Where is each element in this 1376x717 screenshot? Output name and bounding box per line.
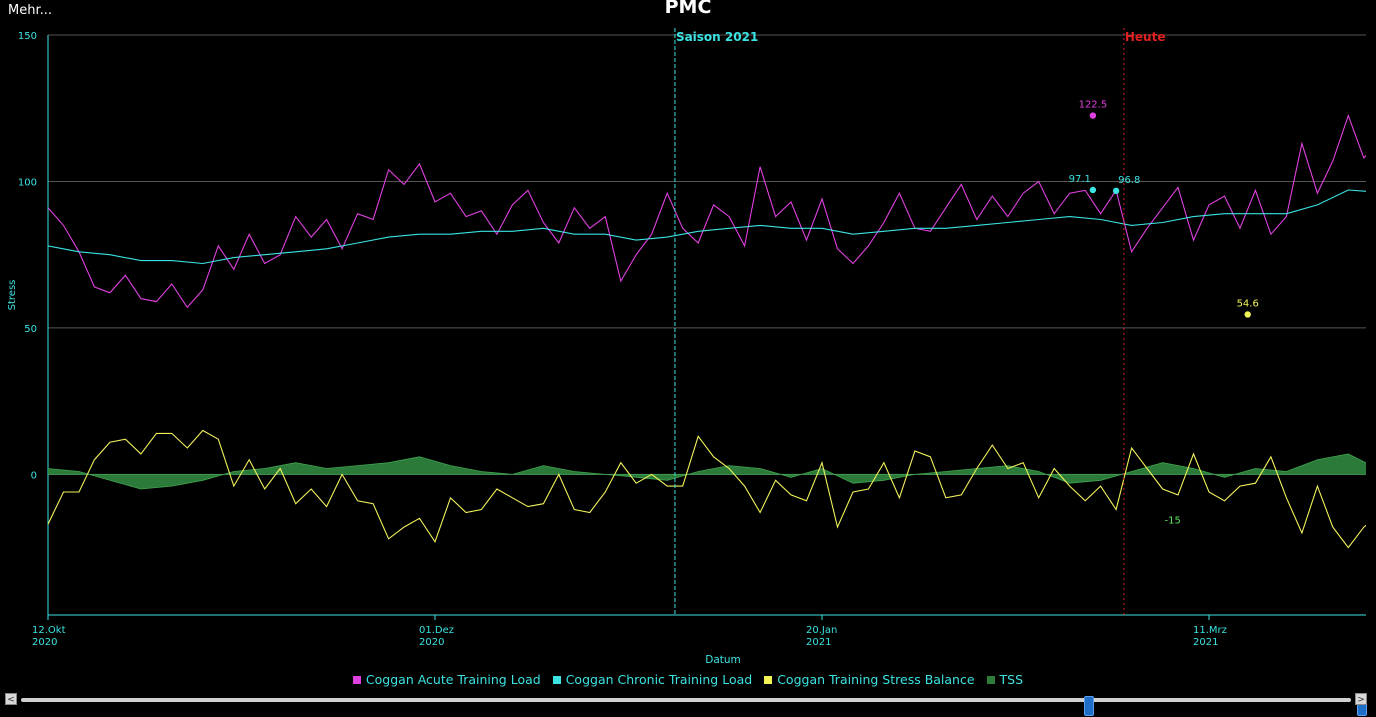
- x-tick-year-label: 2020: [32, 637, 57, 648]
- legend-label: Coggan Training Stress Balance: [777, 672, 975, 687]
- time-range-scrollbar[interactable]: < >: [5, 692, 1367, 716]
- x-tick-label: 20.Jan: [806, 625, 837, 636]
- chart-title: PMC: [664, 0, 712, 18]
- legend-item[interactable]: Coggan Training Stress Balance: [764, 672, 975, 687]
- annotation-label: 122.5: [1079, 100, 1108, 111]
- legend: Coggan Acute Training Load Coggan Chronic…: [0, 672, 1376, 687]
- x-tick-year-label: 2021: [806, 637, 831, 648]
- scroll-right-button[interactable]: >: [1355, 693, 1367, 705]
- legend-item[interactable]: Coggan Acute Training Load: [352, 672, 541, 687]
- legend-label: Coggan Chronic Training Load: [565, 672, 753, 687]
- x-tick-label: 01.Dez: [419, 625, 454, 636]
- more-menu-button[interactable]: Mehr...: [8, 3, 53, 18]
- annotation-label: -15: [1165, 515, 1181, 526]
- legend-swatch: [986, 676, 995, 684]
- scroll-left-button[interactable]: <: [5, 693, 17, 705]
- x-tick-year-label: 2021: [1193, 637, 1218, 648]
- legend-item[interactable]: TSS: [986, 672, 1024, 687]
- x-tick-label: 11.Mrz: [1193, 625, 1227, 636]
- x-tick-year-label: 2020: [419, 637, 444, 648]
- legend-swatch: [352, 676, 361, 684]
- series-line-coggan-acute-training-load: [48, 113, 1366, 309]
- y-tick-label: 150: [18, 31, 37, 42]
- legend-item[interactable]: Coggan Chronic Training Load: [552, 672, 753, 687]
- y-axis-label: Stress: [7, 280, 18, 311]
- range-start-handle[interactable]: [1084, 696, 1094, 716]
- y-tick-label: 0: [31, 470, 37, 481]
- legend-swatch: [552, 676, 561, 684]
- legend-label: TSS: [999, 672, 1024, 687]
- annotation-label: 96.8: [1118, 175, 1140, 186]
- annotation-dot: [1089, 186, 1097, 194]
- annotation-dot: [1244, 311, 1251, 318]
- scroll-track[interactable]: [21, 696, 1367, 716]
- annotation-dot: [1089, 112, 1097, 119]
- legend-swatch: [764, 676, 773, 684]
- annotation-dot: [1112, 187, 1120, 195]
- x-axis-label: Datum: [705, 654, 741, 666]
- legend-label: Coggan Acute Training Load: [365, 672, 541, 687]
- annotation-label: 97.1: [1069, 174, 1091, 185]
- marker-label: Heute: [1125, 30, 1166, 44]
- x-tick-label: 12.Okt: [32, 625, 66, 636]
- series-line-coggan-training-stress-balance: [48, 429, 1366, 549]
- series-line-coggan-chronic-training-load: [48, 189, 1366, 265]
- y-tick-label: 100: [18, 177, 37, 188]
- y-tick-label: 50: [24, 324, 37, 335]
- marker-label: Saison 2021: [676, 30, 758, 44]
- tss-area: [48, 453, 1366, 490]
- annotation-label: 54.6: [1237, 298, 1259, 309]
